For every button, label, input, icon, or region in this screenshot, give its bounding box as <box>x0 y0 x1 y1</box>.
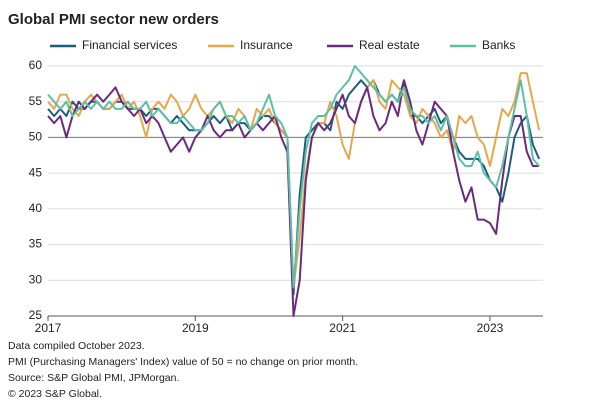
legend-label: Banks <box>482 38 515 52</box>
y-tick-label: 30 <box>29 272 43 286</box>
x-tick-label: 2023 <box>477 321 504 335</box>
note: Source: S&P Global PMI, JPMorgan. <box>8 372 179 384</box>
y-tick-label: 35 <box>29 237 43 251</box>
y-tick-label: 50 <box>29 130 43 144</box>
x-tick-label: 2017 <box>35 321 62 335</box>
legend-label: Real estate <box>359 38 420 52</box>
note: © 2023 S&P Global. <box>8 388 102 400</box>
y-tick-label: 25 <box>29 308 43 322</box>
x-tick-label: 2021 <box>329 321 356 335</box>
series-line <box>47 79 540 317</box>
x-tick-label: 2019 <box>182 321 209 335</box>
legend-label: Financial services <box>82 38 177 52</box>
series-line <box>47 72 541 289</box>
y-tick-label: 55 <box>29 94 43 108</box>
series-line <box>47 79 541 296</box>
y-tick-label: 40 <box>29 201 43 215</box>
legend-label: Insurance <box>240 38 293 52</box>
y-tick-label: 60 <box>29 58 43 72</box>
note: PMI (Purchasing Managers' Index) value o… <box>8 356 358 368</box>
note: Data compiled October 2023. <box>8 340 145 352</box>
y-tick-label: 45 <box>29 165 43 179</box>
series-line <box>47 65 540 289</box>
chart-title: Global PMI sector new orders <box>8 11 219 28</box>
